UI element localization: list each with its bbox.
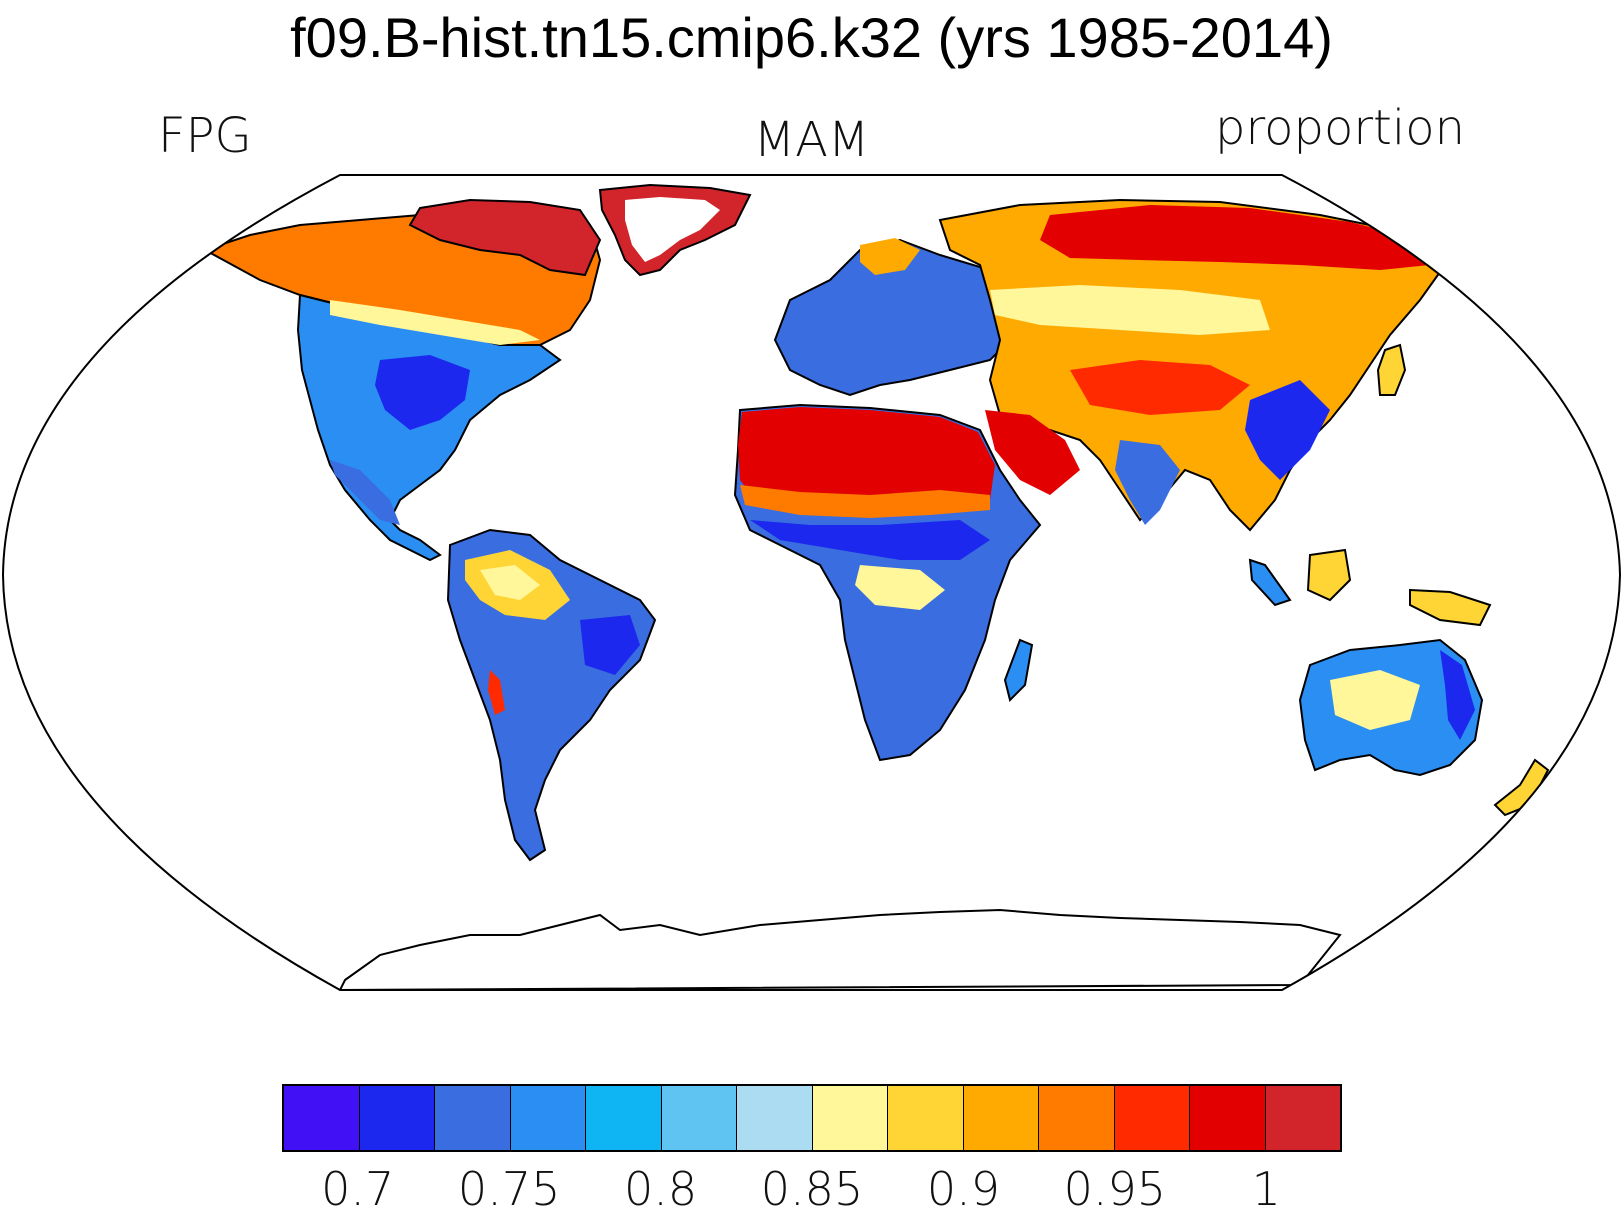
colorbar-tick-label: 1 bbox=[1251, 1162, 1281, 1216]
land-south-america bbox=[446, 528, 657, 862]
colorbar-cell bbox=[1190, 1086, 1266, 1150]
land-brazil-east bbox=[580, 615, 640, 675]
land-australia-east bbox=[1440, 650, 1475, 740]
colorbar-tick-label: 0.85 bbox=[760, 1162, 864, 1216]
land-scandinavia bbox=[860, 238, 920, 275]
land-arabia bbox=[985, 410, 1080, 495]
land-india bbox=[1115, 440, 1180, 525]
variable-label: FPG bbox=[158, 108, 252, 164]
colorbar-cell bbox=[284, 1086, 360, 1150]
land-new-zealand bbox=[1493, 758, 1550, 817]
land-central-africa bbox=[855, 565, 945, 610]
colorbar-cell bbox=[1265, 1086, 1340, 1150]
land-tibet bbox=[1070, 360, 1250, 415]
season-label: MAM bbox=[753, 112, 870, 168]
land-canadian-arctic bbox=[408, 198, 602, 277]
land-sumatra bbox=[1248, 558, 1292, 607]
colorbar-cell bbox=[888, 1086, 964, 1150]
colorbar-cell bbox=[963, 1086, 1039, 1150]
colorbar-cell bbox=[435, 1086, 511, 1150]
land-central-asia bbox=[990, 285, 1270, 335]
land-siberia bbox=[1040, 205, 1430, 270]
colorbar-cell bbox=[1039, 1086, 1115, 1150]
colorbar-cell bbox=[661, 1086, 737, 1150]
land-east-asia bbox=[1245, 380, 1330, 480]
units-label: proportion bbox=[1214, 100, 1465, 156]
map-outline bbox=[1, 174, 1622, 991]
colorbar-cell bbox=[586, 1086, 662, 1150]
land-eastern-us bbox=[375, 355, 470, 430]
land-borneo bbox=[1306, 548, 1352, 602]
figure-title: f09.B-hist.tn15.cmip6.k32 (yrs 1985-2014… bbox=[290, 6, 1333, 69]
colorbar-cell bbox=[1114, 1086, 1190, 1150]
land-amazon-light bbox=[480, 565, 540, 600]
land-sahel-band bbox=[740, 485, 990, 518]
colorbar-tick-label: 0.7 bbox=[321, 1162, 395, 1216]
land-australia-interior bbox=[1330, 670, 1420, 730]
land-new-guinea bbox=[1409, 588, 1492, 627]
land-japan bbox=[1376, 343, 1407, 396]
colorbar-cell bbox=[359, 1086, 435, 1150]
land-madagascar bbox=[1003, 638, 1034, 702]
land-antarctica bbox=[338, 908, 1342, 990]
land-mexico bbox=[330, 460, 400, 525]
land-sahara bbox=[738, 407, 995, 510]
land-greenland-ice bbox=[625, 197, 720, 262]
colorbar-cell bbox=[510, 1086, 586, 1150]
colorbar-tick-label: 0.75 bbox=[457, 1162, 561, 1216]
land-canada-belt bbox=[330, 300, 540, 345]
colorbar-tick-label: 0.9 bbox=[926, 1162, 1000, 1216]
colorbar-tick-label: 0.8 bbox=[623, 1162, 698, 1216]
colorbar bbox=[282, 1084, 1342, 1152]
colorbar-cell bbox=[737, 1086, 813, 1150]
land-andes bbox=[488, 670, 505, 715]
colorbar-tick-label: 0.95 bbox=[1063, 1162, 1167, 1216]
land-sahel bbox=[750, 520, 990, 560]
colorbar-cell bbox=[812, 1086, 888, 1150]
